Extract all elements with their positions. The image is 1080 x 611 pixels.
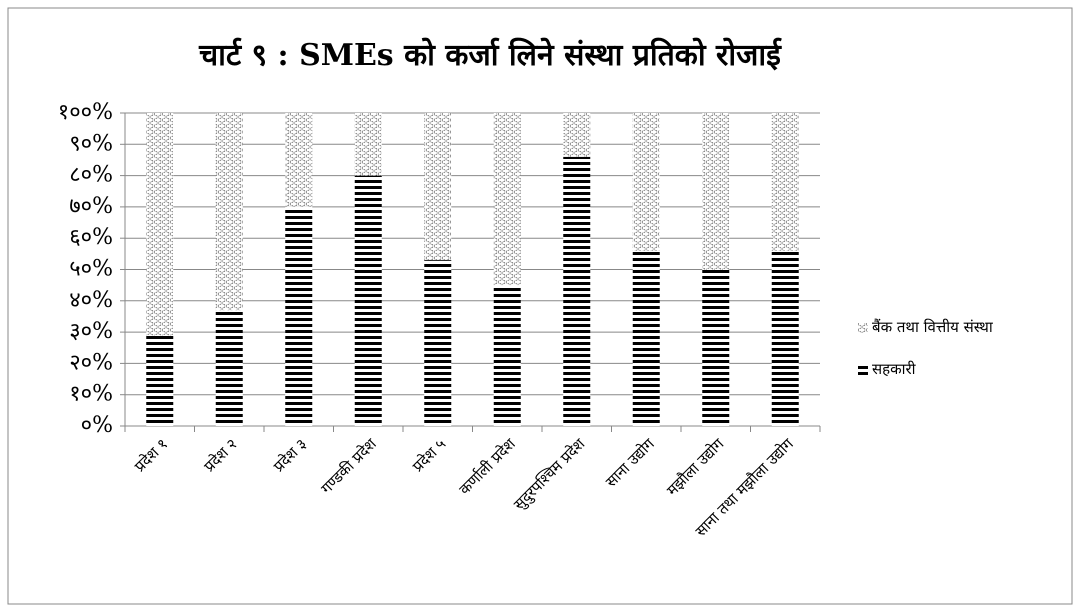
bar-segment	[424, 113, 452, 261]
y-tick-label: ४०%	[69, 288, 113, 313]
bar-segment	[771, 250, 799, 426]
bar-segment	[563, 156, 591, 426]
bar-segment	[215, 113, 243, 311]
bar-segment	[632, 250, 660, 426]
bar-segment	[424, 260, 452, 426]
y-tick-label: १००%	[58, 100, 113, 125]
bar-segment	[215, 310, 243, 426]
bar-segment	[354, 113, 382, 176]
bar-segment	[702, 269, 730, 426]
chart-title: चार्ट ९ : SMEs को कर्जा लिने संस्था प्रत…	[198, 37, 782, 73]
bar-segment	[702, 113, 730, 270]
bar-segment	[285, 206, 313, 426]
y-tick-label: ०%	[81, 413, 113, 438]
bar-segment	[285, 113, 313, 207]
bar-segment	[493, 285, 521, 426]
y-tick-label: ६०%	[69, 225, 113, 250]
y-tick-label: ७०%	[69, 194, 113, 219]
bar-segment	[771, 113, 799, 251]
y-tick-label: ३०%	[69, 319, 113, 344]
y-tick-label: ५०%	[69, 257, 113, 282]
y-tick-label: ८०%	[69, 163, 113, 188]
bar-segment	[632, 113, 660, 251]
bar-segment	[563, 113, 591, 157]
y-tick-label: १०%	[69, 382, 113, 407]
legend-swatch	[858, 365, 868, 375]
bar-segment	[493, 113, 521, 286]
bar-segment	[354, 175, 382, 426]
y-tick-label: २०%	[69, 350, 113, 375]
chart-frame	[7, 7, 1073, 605]
legend-swatch	[858, 323, 868, 333]
y-tick-label: ९०%	[69, 131, 113, 156]
legend-label: बैंक तथा वित्तीय संस्था	[872, 318, 994, 336]
bar-segment	[146, 335, 174, 426]
bar-segment	[146, 113, 174, 336]
legend-label: सहकारी	[872, 360, 917, 378]
